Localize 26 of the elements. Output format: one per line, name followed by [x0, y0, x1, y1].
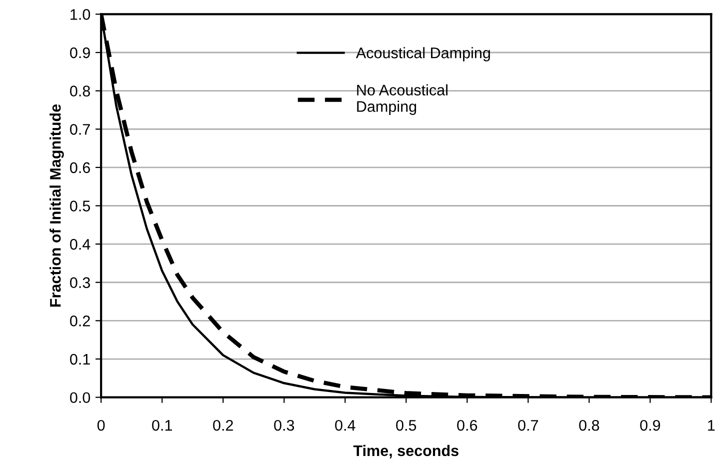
x-tick-label: 0.8	[579, 420, 600, 431]
y-tick-label: 0.3	[70, 277, 90, 288]
legend-label: Acoustical Damping	[356, 47, 490, 62]
x-tick-label: 0.3	[274, 420, 294, 431]
y-tick-label: 0.5	[70, 200, 90, 212]
x-tick-label: 0.1	[152, 420, 172, 431]
legend-label: No Acoustical Damping	[357, 84, 448, 115]
y-tick-label: 0.1	[70, 354, 90, 365]
y-tick-label: 1.0	[70, 9, 90, 20]
y-tick-label: 0.9	[70, 47, 90, 58]
x-tick-label: 0.7	[518, 420, 538, 431]
y-tick-label: 0.6	[70, 162, 90, 174]
y-tick-label: 0.4	[70, 238, 90, 250]
x-tick-label: 0.5	[396, 420, 416, 431]
y-tick-label: 0.0	[70, 392, 90, 404]
x-tick-label: 0.2	[213, 420, 233, 431]
x-tick-label: 1	[708, 420, 715, 431]
y-tick-label: 0.2	[70, 316, 90, 326]
x-tick-label: 0.6	[457, 420, 478, 431]
y-axis-title: Fraction of Initial Magnitude	[50, 104, 64, 307]
x-tick-label: 0.9	[640, 420, 660, 431]
x-tick-label: 0	[97, 420, 105, 431]
x-axis-title: Time, seconds	[353, 444, 458, 458]
y-tick-label: 0.8	[70, 86, 90, 96]
x-tick-label: 0.4	[335, 420, 356, 431]
y-tick-label: 0.7	[70, 124, 90, 135]
